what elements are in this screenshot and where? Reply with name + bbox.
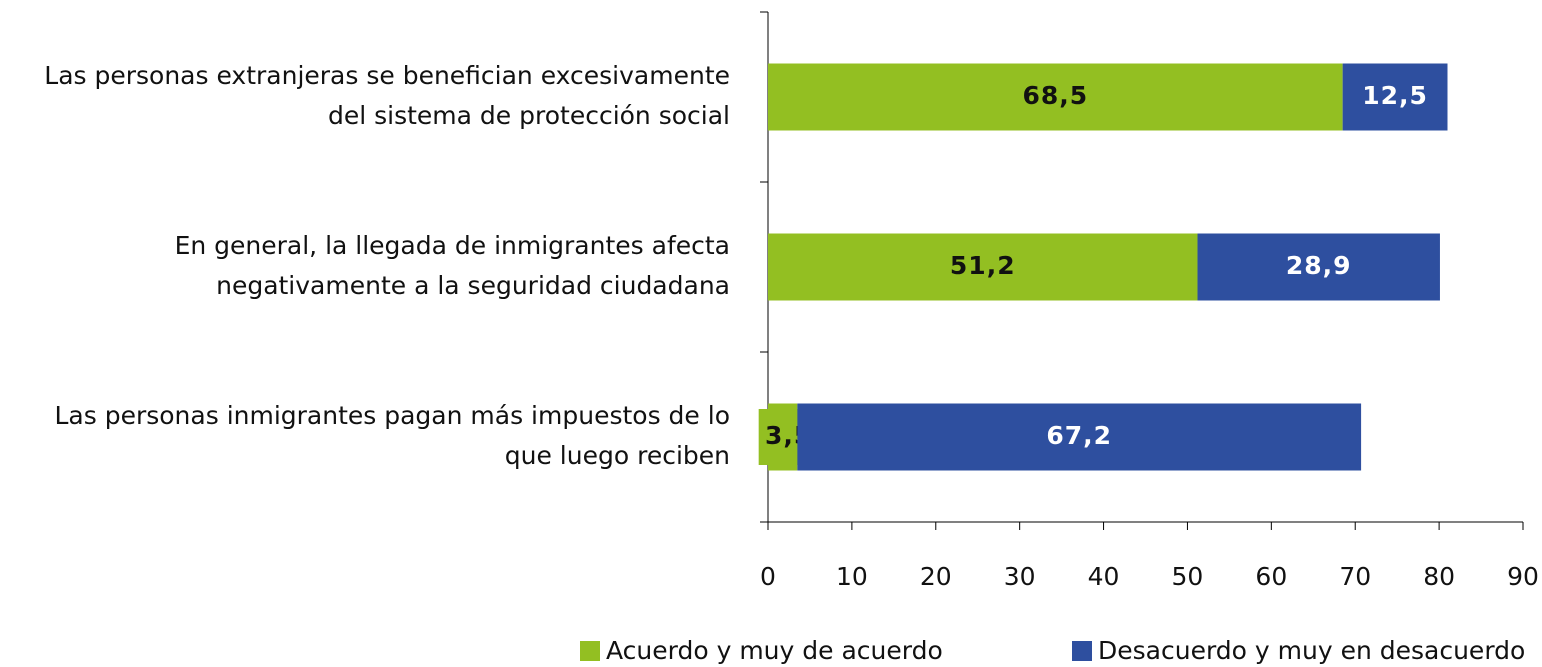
value-label: 51,2 [950,251,1016,280]
x-tick-label: 70 [1339,562,1371,591]
x-tick-label: 40 [1088,562,1120,591]
value-label: 28,9 [1286,251,1352,280]
legend-label: Acuerdo y muy de acuerdo [606,636,943,665]
legend-swatch [580,641,600,661]
x-tick-label: 30 [1004,562,1036,591]
category-label: negativamente a la seguridad ciudadana [216,271,730,300]
category-label: Las personas extranjeras se benefician e… [44,61,730,90]
value-label: 67,2 [1046,421,1112,450]
bar [768,63,1343,131]
x-tick-label: 60 [1255,562,1287,591]
category-label: del sistema de protección social [328,101,730,130]
category-label: Las personas inmigrantes pagan más impue… [54,401,730,430]
x-tick-label: 20 [920,562,952,591]
x-tick-label: 90 [1507,562,1539,591]
bar [797,403,1362,471]
x-tick-label: 50 [1172,562,1204,591]
legend-swatch [1072,641,1092,661]
x-tick-label: 10 [836,562,868,591]
x-tick-label: 0 [760,562,776,591]
value-label: 12,5 [1362,81,1428,110]
bar [1342,63,1448,131]
value-label: 68,5 [1022,81,1088,110]
legend-label: Desacuerdo y muy en desacuerdo [1098,636,1525,665]
x-tick-label: 80 [1423,562,1455,591]
category-label: que luego reciben [505,441,730,470]
bar [1197,233,1440,301]
bar [768,233,1198,301]
category-label: En general, la llegada de inmigrantes af… [175,231,730,260]
